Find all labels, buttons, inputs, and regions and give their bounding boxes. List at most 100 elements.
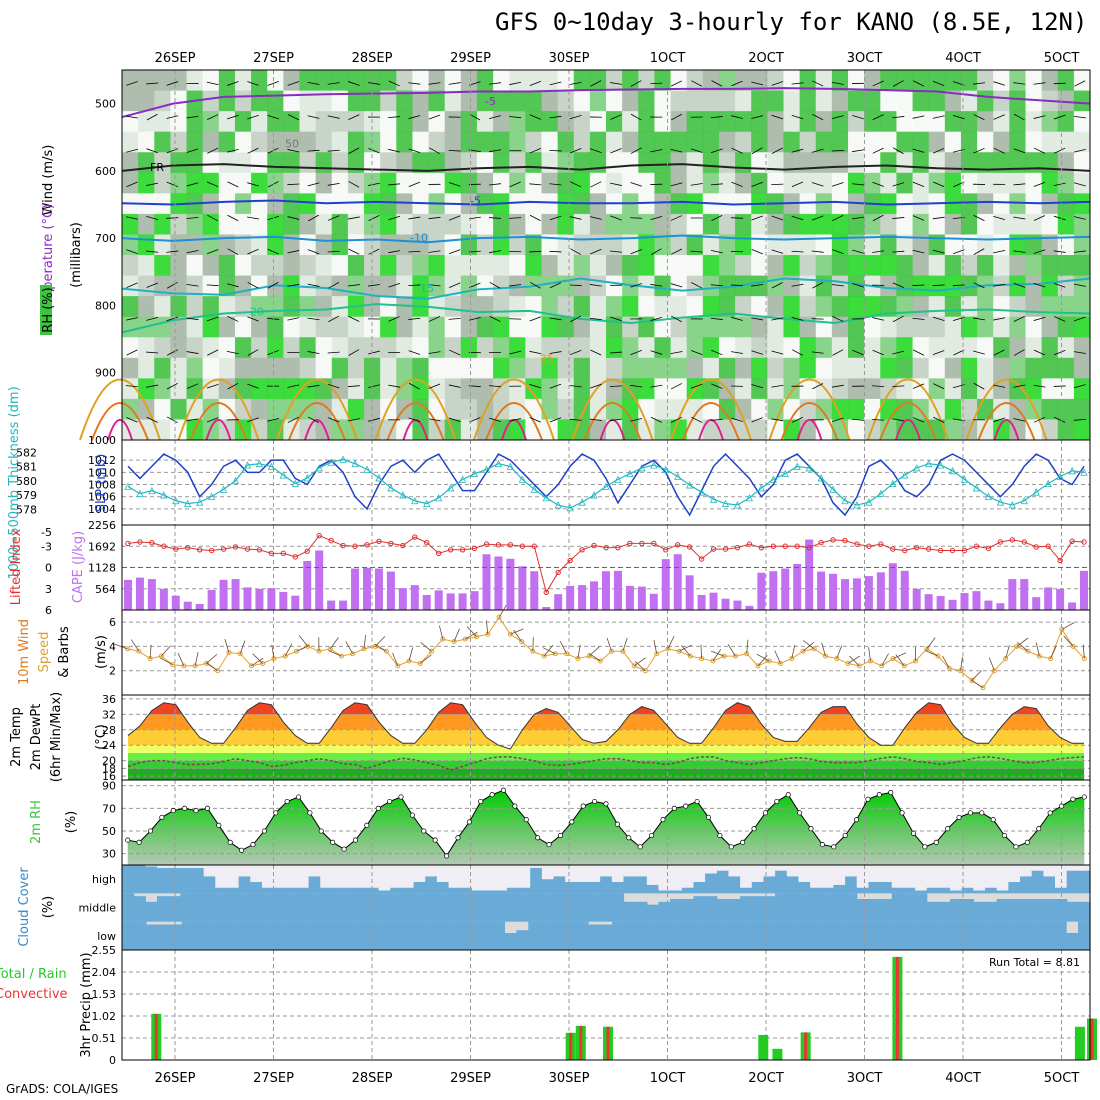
rh-marker bbox=[910, 830, 917, 836]
pressure-tick: 700 bbox=[95, 232, 116, 245]
rh-cell bbox=[944, 172, 962, 194]
wind-barb-10m bbox=[802, 640, 815, 650]
cloud-cell-high bbox=[460, 887, 473, 894]
rh-cell bbox=[251, 193, 268, 215]
precip-conv-bar bbox=[579, 1025, 583, 1060]
rh-tick: 70 bbox=[102, 802, 116, 815]
rh-cell bbox=[396, 234, 413, 256]
temp-line bbox=[127, 702, 1085, 750]
cloud-cell-middle bbox=[705, 896, 718, 922]
wind-barb bbox=[771, 81, 784, 86]
rh-cell bbox=[1009, 172, 1026, 194]
wind-barb bbox=[368, 82, 380, 85]
wind-barb-10m bbox=[633, 657, 646, 667]
cloud-cell-high bbox=[856, 887, 870, 894]
cape-bar bbox=[303, 561, 312, 610]
li-marker bbox=[878, 541, 884, 547]
rh-cell bbox=[977, 193, 994, 215]
rh-cell bbox=[283, 357, 300, 379]
wind-barb bbox=[1053, 182, 1066, 187]
isotherm-30 bbox=[583, 402, 642, 441]
rh-cell bbox=[799, 172, 817, 194]
rh-cell bbox=[767, 234, 784, 256]
rh-cell bbox=[880, 172, 897, 194]
wind-barb bbox=[993, 81, 1006, 86]
wind-barb bbox=[953, 181, 965, 188]
cloud-cell-low bbox=[205, 921, 219, 950]
rh-cell bbox=[799, 357, 817, 379]
rh-cell bbox=[718, 357, 736, 379]
rh-cell bbox=[993, 193, 1010, 215]
rh-cell bbox=[993, 275, 1010, 297]
rh-marker bbox=[239, 847, 245, 853]
wind-barb bbox=[953, 249, 965, 255]
rh-cell bbox=[347, 111, 365, 133]
li-marker bbox=[925, 546, 932, 552]
wind-barb bbox=[328, 281, 340, 289]
rh-cell bbox=[557, 111, 575, 133]
rh-cell bbox=[815, 296, 833, 318]
wind-barb bbox=[1033, 384, 1046, 388]
wind-speed-marker bbox=[732, 653, 738, 659]
rh-cell bbox=[218, 378, 236, 400]
rh-cell bbox=[638, 255, 655, 277]
wind-barb-10m bbox=[374, 643, 387, 652]
rh-cell bbox=[202, 193, 220, 215]
wind-barb bbox=[166, 349, 178, 356]
rh-cell bbox=[509, 131, 526, 153]
cloud-cell-high bbox=[1020, 876, 1033, 894]
temp-axis-label-2: 2m DewPt bbox=[29, 704, 44, 771]
wind-barb bbox=[570, 248, 582, 255]
rh-cell bbox=[557, 172, 575, 194]
run-total-label: Run Total = 8.81 bbox=[989, 956, 1080, 969]
li-marker bbox=[686, 544, 693, 550]
li-marker bbox=[949, 547, 956, 554]
temp-band bbox=[127, 729, 1085, 746]
cloud-cell-middle bbox=[238, 893, 251, 922]
thickness-marker bbox=[996, 498, 1005, 506]
wind-barb-10m bbox=[606, 637, 613, 652]
rh-cell bbox=[218, 316, 236, 338]
rh-cell bbox=[960, 111, 978, 133]
rh-cell bbox=[718, 131, 736, 153]
thickness-marker bbox=[399, 491, 407, 499]
isotherm-30 bbox=[977, 402, 1036, 441]
wind-barb-10m bbox=[821, 642, 826, 657]
isotherm-30 bbox=[879, 402, 937, 441]
cloud-cell-high-clear bbox=[250, 865, 263, 882]
wind-barb bbox=[388, 316, 400, 322]
cloud-cell-middle bbox=[436, 893, 450, 922]
wind-tick: 2 bbox=[109, 665, 116, 678]
rh-cell bbox=[880, 378, 897, 400]
cloud-cell-high-clear bbox=[588, 865, 601, 882]
cloud-cell-high bbox=[215, 887, 228, 894]
cloud-cell-middle bbox=[903, 893, 916, 922]
wind-barb bbox=[589, 216, 602, 220]
cloud-cell-low bbox=[719, 921, 733, 950]
wind-legend-label: Wind (m/s) bbox=[41, 145, 56, 216]
temp-tick: 24 bbox=[102, 739, 116, 752]
rh-cell bbox=[186, 337, 204, 359]
rh-cell bbox=[622, 213, 639, 235]
rh-marker bbox=[284, 798, 290, 805]
rh-cell bbox=[331, 70, 349, 92]
wind-barb bbox=[751, 317, 764, 321]
rh-cell bbox=[331, 357, 349, 379]
cloud-cell-low bbox=[253, 921, 267, 950]
cape-bar bbox=[661, 559, 670, 610]
wind-barb bbox=[529, 281, 541, 289]
wind-barb bbox=[569, 284, 582, 286]
wind-barb bbox=[711, 215, 723, 221]
wind-barb-10m bbox=[239, 640, 246, 654]
rh-cell bbox=[896, 316, 914, 338]
rh-cell bbox=[202, 337, 220, 359]
rh-cell bbox=[831, 255, 849, 277]
cloud-cell-low bbox=[659, 921, 673, 950]
rh-cell bbox=[880, 234, 897, 256]
rh-cell bbox=[815, 131, 833, 153]
wind-barb bbox=[711, 349, 723, 356]
rh-cell bbox=[1025, 70, 1043, 92]
rh-cell bbox=[993, 213, 1010, 235]
wind-barb bbox=[650, 416, 662, 423]
wind-barb bbox=[529, 183, 542, 186]
